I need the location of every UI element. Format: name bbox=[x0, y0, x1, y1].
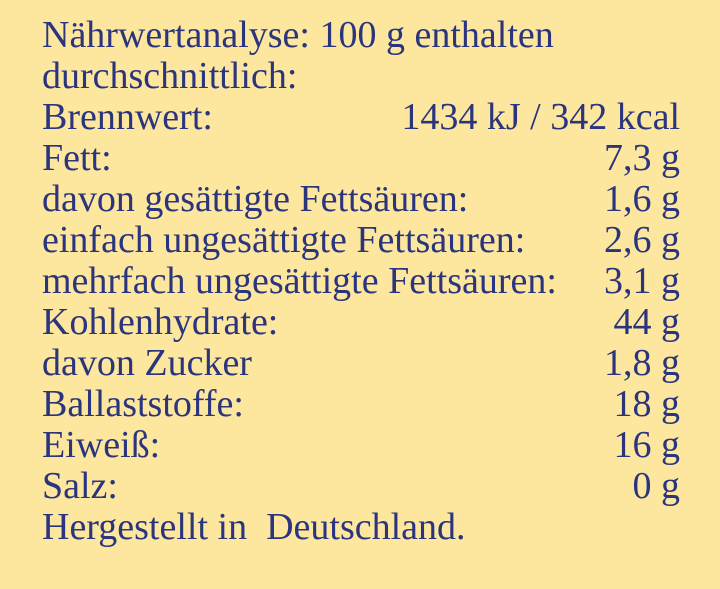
row-value: 1,8 g bbox=[604, 342, 680, 384]
origin-text: Hergestellt in Deutschland. bbox=[42, 506, 466, 548]
row-label: Eiweiß: bbox=[42, 424, 161, 466]
row-label: Fett: bbox=[42, 137, 112, 179]
row-label: Salz: bbox=[42, 465, 118, 507]
row-label: Brennwert: bbox=[42, 96, 213, 138]
row-value: 1434 kJ / 342 kcal bbox=[401, 96, 680, 138]
header-text-2: durchschnittlich: bbox=[42, 55, 298, 97]
header-text-1: Nährwertanalyse: 100 g enthalten bbox=[42, 14, 554, 56]
header-line-serving: Nährwertanalyse: 100 g enthalten bbox=[42, 15, 680, 56]
row-zucker: davon Zucker 1,8 g bbox=[42, 343, 680, 384]
row-einfach-ungesaettigte-fettsaeuren: einfach ungesättigte Fettsäuren: 2,6 g bbox=[42, 220, 680, 261]
row-salz: Salz: 0 g bbox=[42, 466, 680, 507]
row-gesaettigte-fettsaeuren: davon gesättigte Fettsäuren: 1,6 g bbox=[42, 179, 680, 220]
origin-line: Hergestellt in Deutschland. bbox=[42, 507, 680, 548]
row-value: 0 g bbox=[632, 465, 681, 507]
row-value: 16 g bbox=[613, 424, 681, 466]
row-label: mehrfach ungesättigte Fettsäuren: bbox=[42, 260, 557, 302]
row-value: 1,6 g bbox=[604, 178, 680, 220]
row-label: davon Zucker bbox=[42, 342, 252, 384]
row-label: Kohlenhydrate: bbox=[42, 301, 279, 343]
row-label: einfach ungesättigte Fettsäuren: bbox=[42, 219, 526, 261]
row-fett: Fett: 7,3 g bbox=[42, 138, 680, 179]
header-line-average: durchschnittlich: bbox=[42, 56, 680, 97]
row-mehrfach-ungesaettigte-fettsaeuren: mehrfach ungesättigte Fettsäuren: 3,1 g bbox=[42, 261, 680, 302]
row-ballaststoffe: Ballaststoffe: 18 g bbox=[42, 384, 680, 425]
row-value: 18 g bbox=[613, 383, 681, 425]
row-value: 2,6 g bbox=[604, 219, 680, 261]
row-kohlenhydrate: Kohlenhydrate: 44 g bbox=[42, 302, 680, 343]
row-value: 7,3 g bbox=[604, 137, 680, 179]
row-value: 3,1 g bbox=[604, 260, 680, 302]
row-value: 44 g bbox=[613, 301, 681, 343]
row-eiweiss: Eiweiß: 16 g bbox=[42, 425, 680, 466]
row-brennwert: Brennwert: 1434 kJ / 342 kcal bbox=[42, 97, 680, 138]
row-label: davon gesättigte Fettsäuren: bbox=[42, 178, 469, 220]
row-label: Ballaststoffe: bbox=[42, 383, 244, 425]
